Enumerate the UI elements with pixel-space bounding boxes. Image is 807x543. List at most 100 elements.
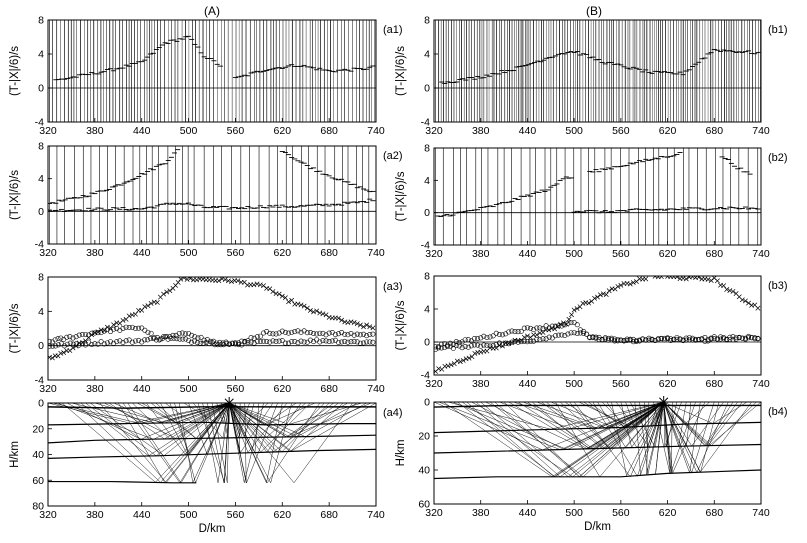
data-point [203, 340, 209, 346]
data-point [586, 300, 592, 306]
data-point [58, 350, 64, 356]
data-point [643, 337, 649, 343]
ray-path [90, 403, 230, 456]
panel-label: (b1) [768, 24, 788, 36]
data-point [323, 332, 329, 338]
data-point [454, 358, 460, 364]
x-axis-label: D/km [199, 523, 226, 535]
y-axis-label: (T-|X|/6)/s [9, 170, 21, 220]
data-point [221, 342, 227, 348]
interface-line [434, 443, 761, 454]
data-point [126, 337, 132, 343]
data-point [462, 337, 468, 343]
data-point [708, 336, 714, 342]
data-point [61, 350, 67, 356]
ray-path [228, 403, 264, 483]
data-point [101, 328, 107, 334]
data-point [148, 330, 154, 336]
x-tick-label: 440 [519, 248, 537, 260]
y-axis-label: (T-|X|/6)/s [9, 303, 21, 353]
data-point [711, 336, 717, 342]
data-point [718, 336, 724, 342]
data-point [270, 289, 276, 294]
data-point [307, 337, 313, 343]
interface-line [48, 406, 376, 409]
data-point [354, 321, 360, 327]
data-point [251, 282, 257, 288]
data-point [70, 345, 76, 351]
data-point [364, 322, 370, 328]
ray-path [663, 402, 761, 446]
data-point [515, 329, 521, 335]
data-point [133, 311, 138, 317]
data-point [289, 339, 295, 345]
y-tick-label: 40 [32, 449, 44, 461]
ray-path [663, 402, 752, 473]
data-point [194, 277, 200, 283]
data-point [145, 329, 151, 335]
data-point [705, 277, 711, 282]
panel-frame [433, 401, 762, 505]
ray-path [447, 402, 664, 430]
ray-path [663, 402, 687, 447]
data-point [150, 336, 156, 342]
data-point [580, 330, 586, 336]
data-point [512, 329, 518, 335]
y-tick-label: 40 [418, 465, 430, 477]
data-point [142, 327, 148, 333]
panel-frame [433, 147, 762, 246]
data-point [336, 315, 341, 321]
data-point [86, 339, 92, 345]
x-axis-label: D/km [584, 521, 611, 533]
data-point [571, 330, 577, 336]
data-point [267, 339, 273, 345]
data-point [70, 341, 76, 347]
ray-path [229, 403, 358, 438]
ray-path [193, 403, 230, 439]
data-point [693, 337, 699, 343]
data-point [126, 325, 132, 331]
data-point [597, 292, 603, 298]
x-tick-label: 440 [133, 125, 151, 137]
data-point [254, 281, 260, 287]
ray-path [655, 402, 664, 474]
data-point [267, 330, 273, 336]
data-point [674, 276, 680, 280]
data-point [724, 287, 730, 292]
data-point [198, 334, 204, 340]
data-point [552, 323, 558, 329]
x-tick-label: 680 [706, 378, 724, 390]
data-point [286, 299, 291, 305]
panel-frame [47, 19, 377, 123]
data-point [206, 341, 212, 347]
data-point [624, 338, 630, 344]
data-point [111, 326, 117, 332]
data-point [111, 340, 117, 346]
interface-line [434, 404, 761, 408]
data-point [292, 329, 298, 335]
data-point [123, 338, 129, 344]
ray-path [663, 402, 724, 447]
data-point [460, 358, 466, 363]
data-point [215, 342, 221, 348]
ray-path [229, 403, 376, 452]
data-point [182, 331, 188, 337]
data-point [490, 333, 496, 339]
plot-area [48, 20, 376, 122]
data-point [456, 340, 462, 346]
x-tick-label: 380 [86, 383, 104, 395]
data-point [649, 337, 655, 343]
x-tick-label: 680 [706, 507, 724, 519]
x-tick-label: 320 [425, 248, 443, 260]
data-point [509, 340, 515, 346]
x-tick-label: 500 [565, 248, 583, 260]
data-point [361, 340, 367, 346]
data-point [82, 332, 88, 338]
x-tick-label: 560 [612, 125, 630, 137]
data-point [317, 339, 323, 345]
data-point [500, 342, 506, 348]
data-point [749, 335, 755, 341]
data-point [282, 329, 288, 335]
data-point [286, 330, 292, 336]
